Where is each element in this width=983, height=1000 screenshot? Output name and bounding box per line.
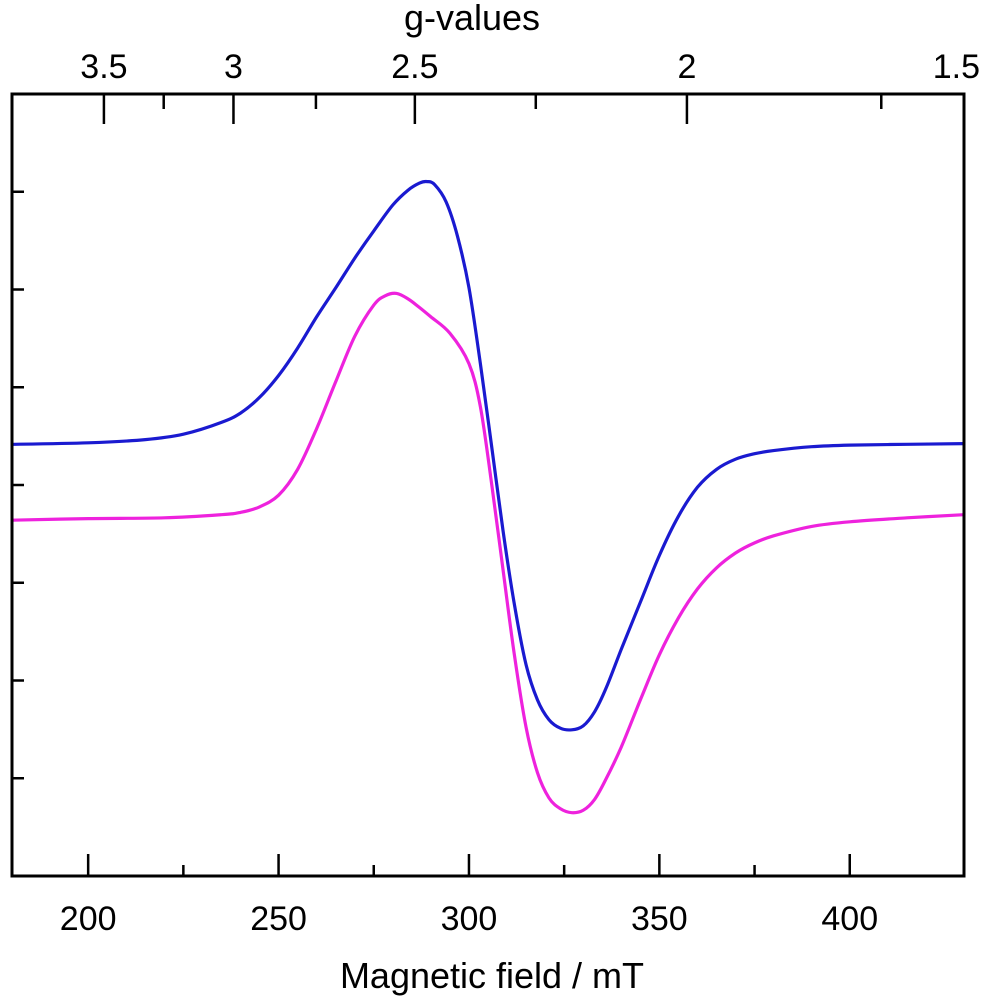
bottom-tick-label: 300: [441, 900, 498, 938]
series-layer: [11, 179, 965, 815]
ticks-layer: 200 250 300 350 400 3.5 3 2.5 2 1.5: [12, 48, 980, 938]
series-line-blue: [11, 179, 965, 732]
bottom-tick-label: 400: [821, 900, 878, 938]
series-line-magenta: [11, 291, 965, 815]
top-tick-label: 3.5: [80, 48, 127, 86]
bottom-tick-label: 350: [631, 900, 688, 938]
top-tick-label: 2: [677, 48, 696, 86]
plot-frame: [10, 92, 966, 878]
top-tick-label: 3: [224, 48, 243, 86]
bottom-tick-label: 200: [60, 900, 117, 938]
top-tick-label: 2.5: [391, 48, 438, 86]
bottom-axis-title: Magnetic field / mT: [340, 955, 644, 996]
top-tick-label: 1.5: [933, 48, 980, 86]
bottom-tick-label: 250: [250, 900, 307, 938]
top-axis-title: g-values: [404, 0, 540, 38]
